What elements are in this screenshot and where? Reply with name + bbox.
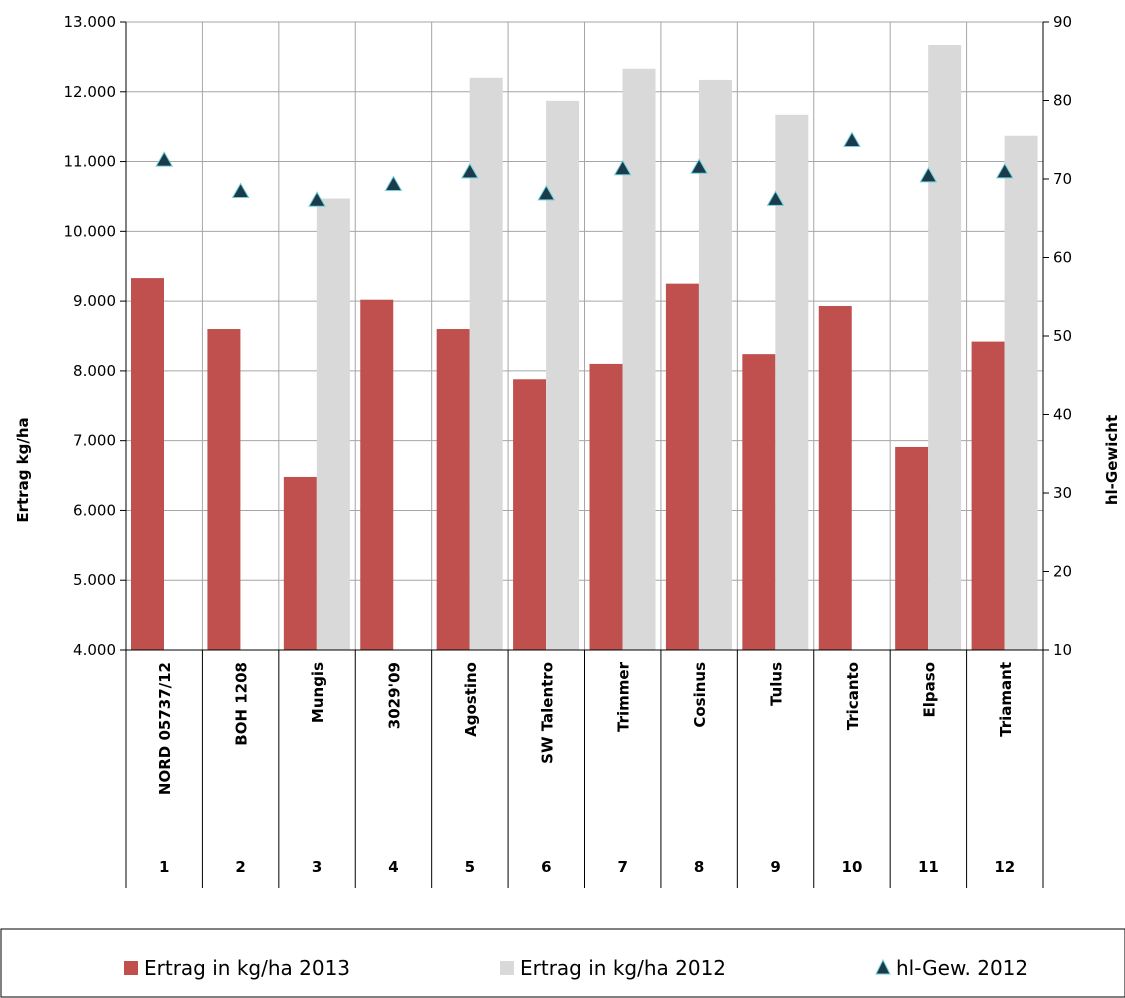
legend-label: Ertrag in kg/ha 2012 xyxy=(520,956,726,980)
bar-2012 xyxy=(546,100,580,651)
y-tick-label: 8.000 xyxy=(73,362,116,380)
markers xyxy=(155,131,1014,207)
bar-2013 xyxy=(895,446,929,650)
category-number: 4 xyxy=(388,858,398,876)
y-tick-label: 10.000 xyxy=(64,222,117,240)
category-number: 10 xyxy=(842,858,863,876)
bar-2013 xyxy=(589,363,623,650)
tick-labels: 4.000 5.000 6.000 7.000 8.000 9.000 10.000 11.0… xyxy=(64,13,1073,659)
y2-tick-label: 10 xyxy=(1053,641,1072,659)
bar-2013 xyxy=(818,305,852,650)
category-label: SW Talentro xyxy=(538,662,556,764)
legend-label: hl-Gew. 2012 xyxy=(896,956,1028,980)
y2-tick-label: 30 xyxy=(1053,484,1072,502)
hl-marker xyxy=(919,166,938,183)
bar-2012 xyxy=(928,45,962,650)
bar-2012 xyxy=(1004,135,1038,650)
category-number: 9 xyxy=(770,858,780,876)
category-number: 12 xyxy=(994,858,1015,876)
category-number: 8 xyxy=(694,858,704,876)
y2-tick-label: 80 xyxy=(1053,92,1072,110)
category-number: 3 xyxy=(312,858,322,876)
bar-2012 xyxy=(469,77,503,651)
y-tick-label: 4.000 xyxy=(73,641,116,659)
category-label: BOH 1208 xyxy=(233,662,251,746)
y-tick-label: 7.000 xyxy=(73,432,116,450)
category-label: NORD 05737/12 xyxy=(156,662,174,795)
bar-2013 xyxy=(436,329,470,650)
y2-tick-label: 20 xyxy=(1053,563,1072,581)
hl-marker xyxy=(995,162,1014,179)
y2-tick-label: 40 xyxy=(1053,406,1072,424)
bar-2013 xyxy=(665,283,699,650)
category-label: Elpaso xyxy=(920,662,938,717)
bar-2013 xyxy=(131,278,164,650)
category-number: 2 xyxy=(235,858,245,876)
hl-marker xyxy=(690,158,708,174)
category-number: 1 xyxy=(159,858,169,876)
legend-box xyxy=(0,928,1125,998)
category-number: 11 xyxy=(918,858,939,876)
y2-tick-label: 70 xyxy=(1053,170,1072,188)
bar-2013 xyxy=(742,354,776,650)
category-label: Mungis xyxy=(309,662,327,723)
legend-swatch xyxy=(875,958,891,975)
bar-2012 xyxy=(622,68,656,651)
y-tick-label: 12.000 xyxy=(64,83,117,101)
legend-swatch xyxy=(124,961,138,975)
y-tick-label: 11.000 xyxy=(64,153,117,171)
bars xyxy=(131,45,1038,651)
bar-2013 xyxy=(283,476,317,650)
hl-marker xyxy=(613,159,632,176)
bar-2012 xyxy=(316,198,350,650)
hl-marker xyxy=(537,184,556,201)
y-tick-label: 5.000 xyxy=(73,571,116,589)
category-number: 7 xyxy=(617,858,627,876)
y2-axis-title: hl-Gewicht xyxy=(1103,415,1121,505)
category-label: Tulus xyxy=(768,662,786,706)
category-label: Cosinus xyxy=(691,662,709,728)
bar-2013 xyxy=(207,329,241,650)
y-tick-label: 9.000 xyxy=(73,292,116,310)
hl-marker xyxy=(231,182,250,199)
category-labels: NORD 05737/12 1 BOH 1208 2 Mungis 3 3029'09 4 Ag… xyxy=(156,661,1015,876)
bar-2012 xyxy=(775,114,809,650)
category-label: 3029'09 xyxy=(385,662,403,729)
y-axis-title: Ertrag kg/ha xyxy=(14,417,32,522)
y2-tick-label: 90 xyxy=(1053,13,1072,31)
y2-tick-label: 50 xyxy=(1053,327,1072,345)
bar-2013 xyxy=(360,299,394,650)
category-label: Trimmer xyxy=(615,661,633,732)
axes xyxy=(120,21,1049,888)
hl-marker xyxy=(461,162,479,179)
category-label: Tricanto xyxy=(844,662,862,730)
hl-marker xyxy=(766,190,785,206)
y2-tick-label: 60 xyxy=(1053,249,1072,267)
category-label: Triamant xyxy=(997,662,1015,737)
hl-marker xyxy=(384,175,403,191)
hl-marker xyxy=(308,191,326,207)
hl-marker xyxy=(155,151,174,167)
y-tick-label: 6.000 xyxy=(73,501,116,519)
legend-swatch xyxy=(500,961,514,975)
legend: Ertrag in kg/ha 2013 Ertrag in kg/ha 2012… xyxy=(124,956,1028,980)
y-tick-label: 13.000 xyxy=(64,13,117,31)
category-number: 5 xyxy=(465,858,475,876)
legend-label: Ertrag in kg/ha 2013 xyxy=(144,956,350,980)
hl-marker xyxy=(843,131,861,148)
bar-2012 xyxy=(698,79,732,651)
bar-2013 xyxy=(513,379,547,650)
category-number: 6 xyxy=(541,858,551,876)
bar-2013 xyxy=(971,341,1005,650)
category-label: Agostino xyxy=(462,662,480,737)
